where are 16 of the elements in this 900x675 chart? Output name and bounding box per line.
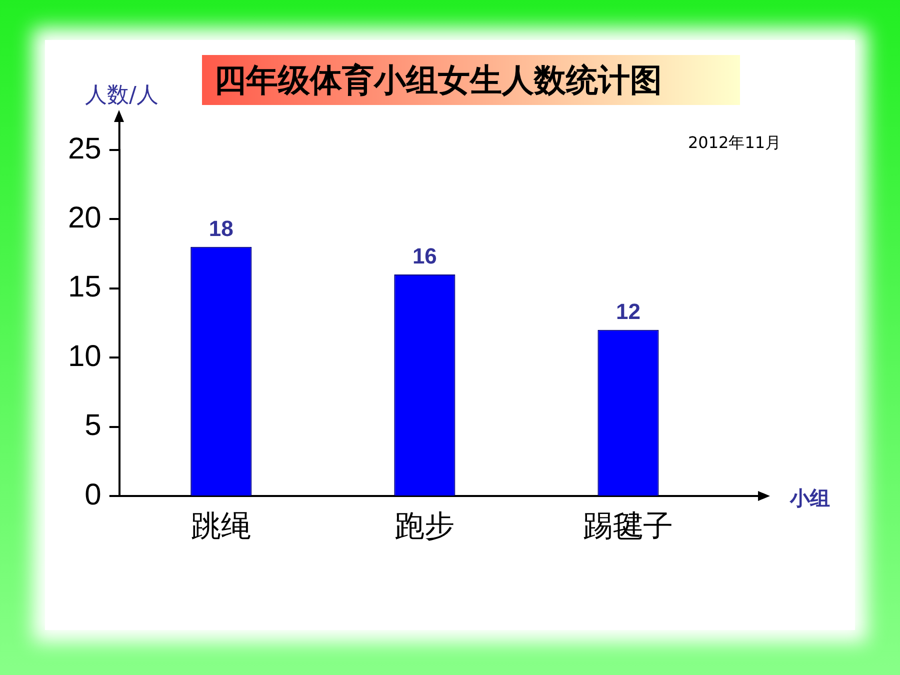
data-label: 18 [208, 216, 234, 241]
x-tick-label: 跳绳 [191, 508, 252, 544]
x-tick-label: 跑步 [394, 508, 455, 544]
x-tick-label: 踢毽子 [583, 508, 674, 544]
x-axis-title: 小组 [790, 485, 830, 512]
y-tick-label: 20 [68, 201, 102, 234]
y-tick-label: 15 [68, 270, 102, 304]
data-label: 12 [616, 298, 640, 324]
y-tick-label: 25 [68, 132, 102, 166]
y-tick-label: 5 [84, 409, 102, 442]
data-label: 16 [412, 244, 437, 269]
chart-title: 四年级体育小组女生人数统计图 [202, 55, 740, 105]
y-tick-label: 10 [68, 340, 102, 373]
annotation: 2012年11月 [688, 133, 782, 152]
y-tick-label: 0 [84, 478, 102, 512]
y-axis-title: 人数/人 [85, 82, 158, 110]
